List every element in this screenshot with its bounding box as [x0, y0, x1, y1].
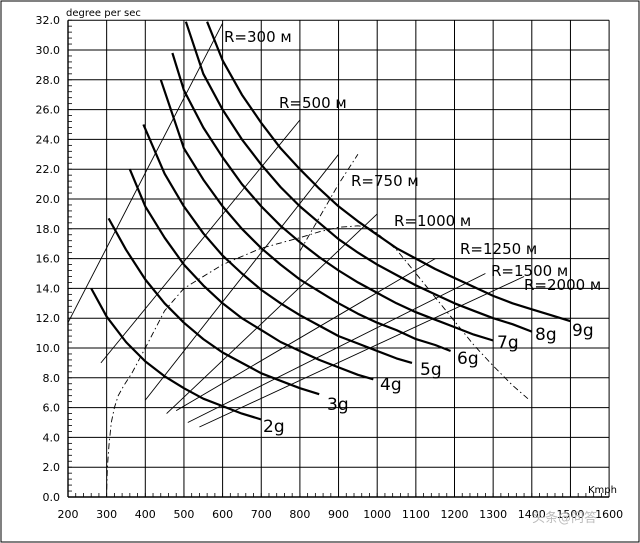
g-curve-6g — [159, 79, 451, 353]
envelope-curve — [106, 225, 529, 490]
radius-line — [144, 154, 339, 401]
envelope-lines — [106, 154, 529, 490]
x-tick-label: 900 — [328, 508, 349, 521]
radius-line — [67, 22, 223, 323]
g-label: 3g — [327, 395, 349, 415]
y-tick-label: 26.0 — [36, 104, 61, 117]
y-tick-label: 16.0 — [36, 253, 61, 266]
y-tick-label: 6.0 — [43, 402, 61, 415]
y-tick-label: 24.0 — [36, 133, 61, 146]
x-tick-label: 300 — [96, 508, 117, 521]
g-label: 6g — [457, 349, 479, 369]
radius-label: R=300 м — [224, 28, 292, 46]
g-curve-5g — [142, 124, 413, 364]
x-tick-label: 1500 — [556, 508, 584, 521]
g-curves — [90, 21, 571, 421]
y-tick-label: 20.0 — [36, 193, 61, 206]
x-tick-label: 600 — [212, 508, 233, 521]
radius-label: R=1250 м — [460, 240, 537, 258]
x-tick-label: 200 — [58, 508, 79, 521]
x-axis-label: Kmph — [588, 485, 617, 496]
g-label: 5g — [420, 360, 442, 380]
g-label: 2g — [263, 417, 285, 437]
x-tick-label: 400 — [135, 508, 156, 521]
y-tick-label: 14.0 — [36, 282, 61, 295]
y-tick-label: 28.0 — [36, 74, 61, 87]
x-tick-label: 700 — [251, 508, 272, 521]
curve-labels: 2g 3g 4g 5g 6g 7g 8g 9g R=300 м R=500 м R=750 м R=1… — [224, 28, 601, 437]
radius-line — [100, 119, 301, 364]
g-curve-9g — [206, 21, 571, 323]
g-label: 8g — [535, 325, 557, 345]
radius-line — [166, 213, 378, 414]
x-tick-label: 1300 — [479, 508, 507, 521]
x-tick-label: 800 — [289, 508, 310, 521]
g-curve-2g — [90, 287, 262, 421]
y-tick-label: 0.0 — [43, 491, 61, 504]
y-tick-label: 4.0 — [43, 431, 61, 444]
radius-label: R=1000 м — [394, 212, 471, 230]
g-curve-4g — [128, 168, 374, 381]
y-tick-label: 10.0 — [36, 342, 61, 355]
x-tick-label: 1400 — [518, 508, 546, 521]
x-tick-label: 1000 — [363, 508, 391, 521]
radius-lines — [67, 22, 525, 428]
y-axis-label: degree per sec — [66, 8, 141, 19]
g-curve-8g — [184, 21, 533, 333]
g-label: 7g — [497, 333, 519, 353]
g-label: 4g — [380, 375, 402, 395]
y-tick-label: 8.0 — [43, 372, 61, 385]
x-tick-label: 500 — [173, 508, 194, 521]
radius-line — [199, 276, 525, 428]
g-curve-7g — [171, 52, 494, 342]
y-tick-label: 22.0 — [36, 163, 61, 176]
radius-line — [175, 258, 436, 411]
y-tick-label: 2.0 — [43, 461, 61, 474]
radius-label: R=750 м — [351, 172, 419, 190]
radius-label: R=500 м — [279, 94, 347, 112]
g-label: 9g — [572, 321, 594, 341]
x-tick-label: 1200 — [441, 508, 469, 521]
watermark: 头条@问答 — [532, 510, 597, 526]
y-tick-label: 30.0 — [36, 44, 61, 57]
radius-label: R=2000 м — [524, 276, 601, 294]
x-tick-label: 1100 — [402, 508, 430, 521]
y-tick-label: 32.0 — [36, 14, 61, 27]
g-curve-3g — [107, 217, 320, 396]
envelope-curve-upper — [299, 154, 359, 252]
radius-label: R=1500 м — [491, 262, 568, 280]
x-tick-label: 1600 — [595, 508, 623, 521]
y-tick-label: 18.0 — [36, 223, 61, 236]
tick-labels: 0.0 2.0 4.0 6.0 8.0 10.0 12.0 14.0 16.0 18.0 20.0 2… — [36, 14, 624, 521]
y-tick-label: 12.0 — [36, 312, 61, 325]
